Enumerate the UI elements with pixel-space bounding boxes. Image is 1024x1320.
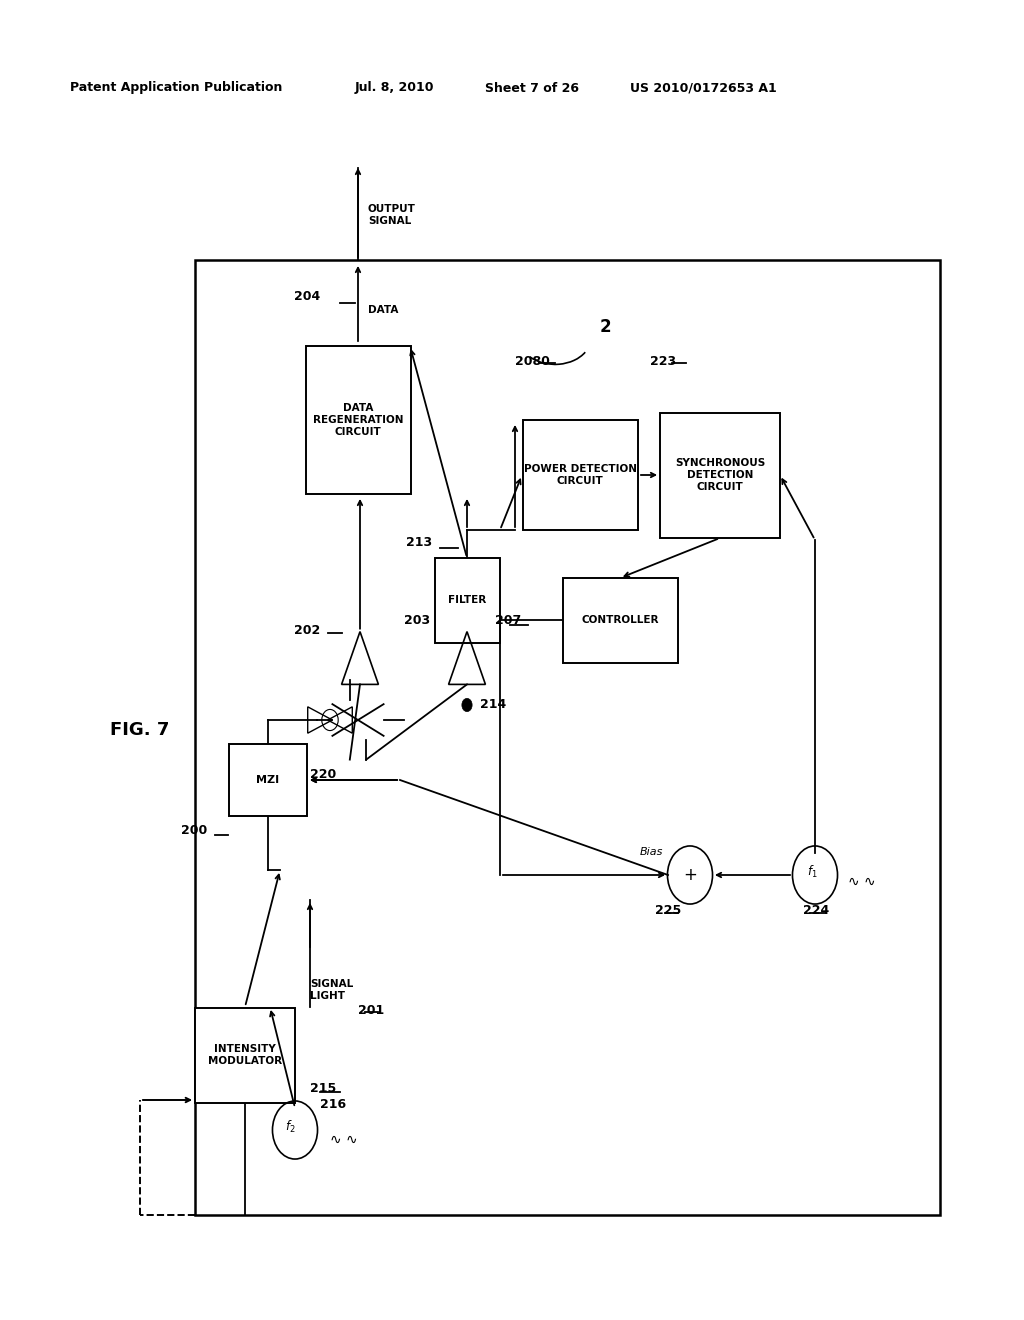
Text: INTENSITY
MODULATOR: INTENSITY MODULATOR (208, 1044, 282, 1065)
Bar (522, 420, 638, 531)
Text: DATA
REGENERATION
CIRCUIT: DATA REGENERATION CIRCUIT (312, 404, 403, 437)
Text: Jul. 8, 2010: Jul. 8, 2010 (355, 82, 434, 95)
Text: ∿ ∿: ∿ ∿ (330, 1133, 357, 1147)
Text: US 2010/0172653 A1: US 2010/0172653 A1 (630, 82, 777, 95)
Bar (562, 578, 678, 663)
Text: 216: 216 (319, 1098, 346, 1111)
Text: 225: 225 (655, 903, 681, 916)
Text: CONTROLLER: CONTROLLER (582, 615, 658, 624)
Text: 207: 207 (495, 614, 521, 627)
Bar (229, 744, 307, 816)
Text: 203: 203 (403, 614, 430, 627)
Text: 204: 204 (294, 290, 319, 304)
Text: Bias: Bias (640, 847, 664, 857)
Text: 200: 200 (181, 824, 207, 837)
Text: Sheet 7 of 26: Sheet 7 of 26 (485, 82, 579, 95)
Text: 223: 223 (650, 355, 676, 368)
Text: 202: 202 (294, 623, 319, 636)
Text: SIGNAL
LIGHT: SIGNAL LIGHT (310, 979, 353, 1001)
Text: POWER DETECTION
CIRCUIT: POWER DETECTION CIRCUIT (523, 465, 637, 486)
Bar (434, 557, 500, 643)
Text: 201: 201 (358, 1003, 384, 1016)
Text: $f_1$: $f_1$ (807, 865, 817, 880)
Text: 213: 213 (406, 536, 432, 549)
Text: 220: 220 (310, 768, 336, 781)
Text: Patent Application Publication: Patent Application Publication (70, 82, 283, 95)
Text: FIG. 7: FIG. 7 (110, 721, 169, 739)
Text: $f_2$: $f_2$ (285, 1119, 295, 1135)
Text: +: + (683, 866, 697, 884)
Text: 224: 224 (803, 903, 829, 916)
Text: 2080: 2080 (515, 355, 550, 368)
Text: 214: 214 (480, 698, 506, 711)
Circle shape (462, 698, 472, 711)
Text: FILTER: FILTER (447, 595, 486, 605)
Text: MZI: MZI (256, 775, 280, 785)
Bar (195, 1007, 295, 1102)
Bar (660, 412, 780, 537)
Text: 215: 215 (310, 1081, 336, 1094)
Text: OUTPUT
SIGNAL: OUTPUT SIGNAL (368, 205, 416, 226)
Text: DATA: DATA (368, 305, 398, 315)
Text: SYNCHRONOUS
DETECTION
CIRCUIT: SYNCHRONOUS DETECTION CIRCUIT (675, 458, 765, 491)
Bar (195, 260, 940, 1214)
Bar (305, 346, 411, 494)
Text: 2: 2 (600, 318, 611, 337)
Text: ∿ ∿: ∿ ∿ (848, 875, 876, 888)
